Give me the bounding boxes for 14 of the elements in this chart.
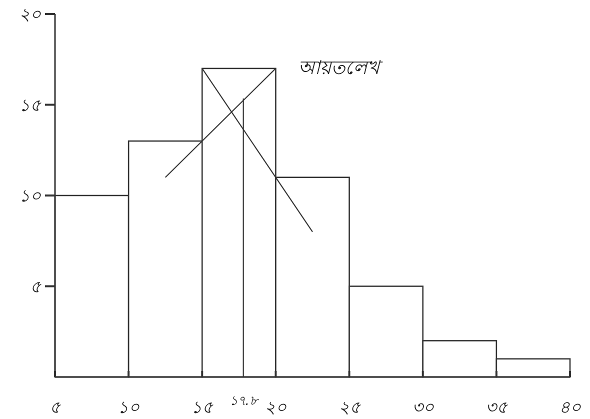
x-tick-label: ৩০ <box>412 398 435 418</box>
y-tick-label: ২০ <box>19 5 42 25</box>
ref-line-label: ১৭.৮ <box>229 394 260 409</box>
x-tick-label: ৪০ <box>559 398 582 418</box>
x-tick-label: ২৫ <box>338 398 362 418</box>
y-tick-label: ১০ <box>19 186 42 206</box>
x-tick-label: ২০ <box>264 398 288 418</box>
y-tick-label: ৫ <box>30 277 42 298</box>
x-tick-label: ১৫ <box>191 398 214 418</box>
x-tick-label: ৩৫ <box>485 398 508 418</box>
annotation: আয়তলেখ <box>298 57 383 79</box>
x-tick-label: ১০ <box>118 398 141 418</box>
x-tick-label: ৫ <box>50 398 62 418</box>
y-tick-label: ১৫ <box>19 96 42 116</box>
